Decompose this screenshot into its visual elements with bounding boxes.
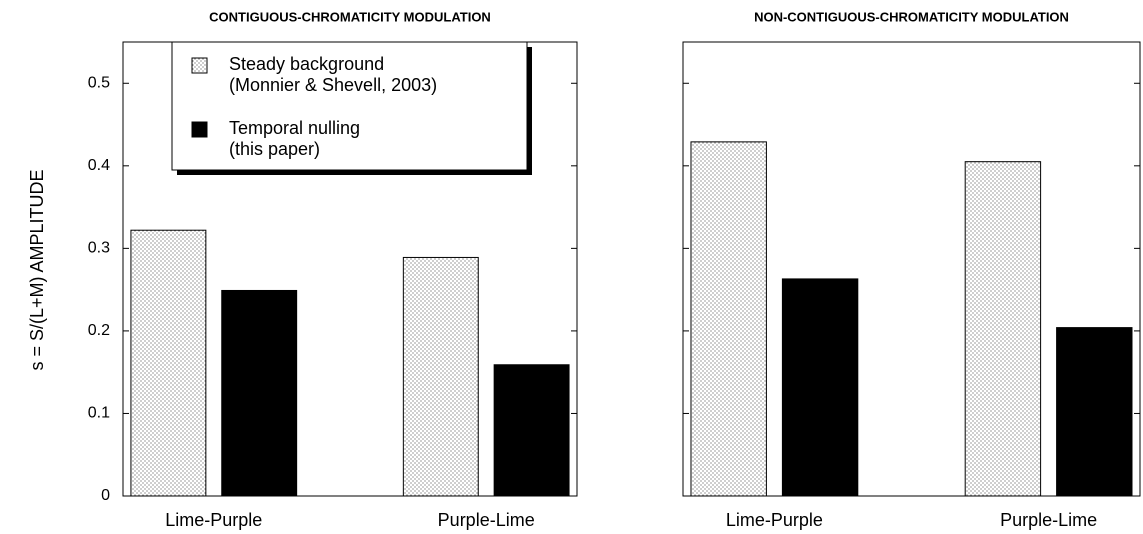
bar: [130, 229, 207, 497]
y-tick-label: 0.4: [88, 157, 110, 174]
y-tick-label: 0.5: [88, 74, 110, 91]
y-axis-label: s = S/(L+M) AMPLITUDE: [27, 169, 47, 370]
legend-swatch: [191, 57, 208, 74]
bar: [690, 141, 767, 497]
x-tick-label: Purple-Lime: [438, 510, 535, 530]
bar: [781, 278, 859, 497]
x-tick-label: Lime-Purple: [726, 510, 823, 530]
panel-title: NON-CONTIGUOUS-CHROMATICITY MODULATION: [754, 9, 1069, 24]
y-tick-label: 0.1: [88, 405, 110, 422]
bar: [964, 161, 1042, 497]
x-tick-label: Purple-Lime: [1000, 510, 1097, 530]
panel-title: CONTIGUOUS-CHROMATICITY MODULATION: [209, 9, 491, 24]
bar: [402, 256, 479, 497]
bar: [493, 364, 570, 497]
bar: [221, 289, 298, 497]
y-tick-label: 0.3: [88, 240, 110, 257]
legend-label: Temporal nulling (this paper): [229, 118, 361, 159]
bar: [1056, 327, 1133, 497]
x-tick-label: Lime-Purple: [165, 510, 262, 530]
legend-label: Steady background (Monnier & Shevell, 20…: [229, 54, 438, 95]
y-tick-label: 0: [101, 487, 110, 504]
plot-frame: [682, 41, 1141, 497]
legend-box: [171, 41, 528, 171]
legend-swatch: [191, 121, 208, 138]
y-tick-label: 0.2: [88, 322, 110, 339]
